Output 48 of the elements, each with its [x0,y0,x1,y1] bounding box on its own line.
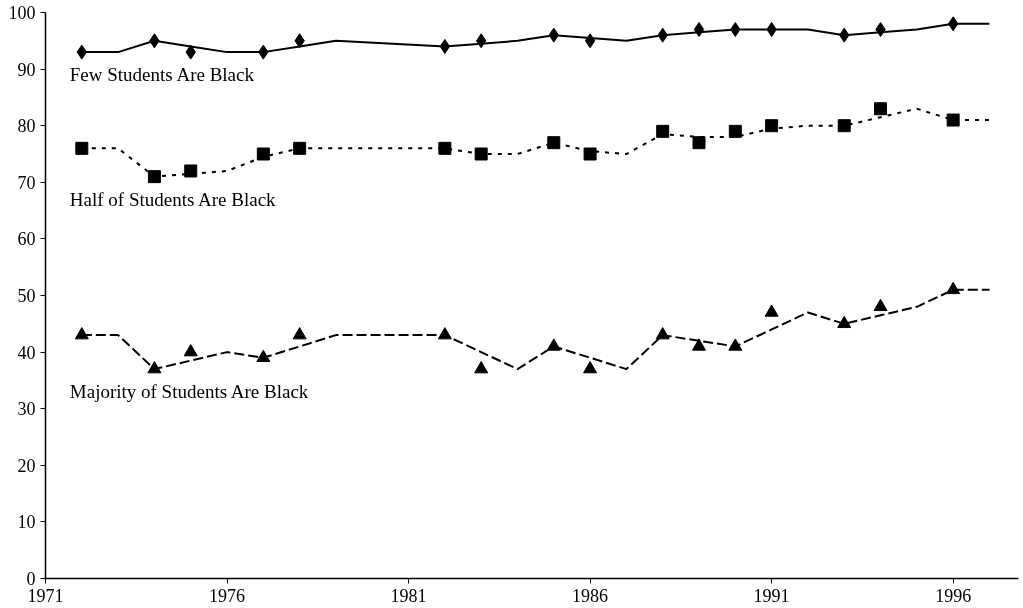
point [692,338,707,351]
point [474,147,488,161]
point [874,102,888,116]
point [583,147,597,161]
point [74,327,89,340]
point [183,344,198,357]
point [873,298,888,312]
y-tick-label: 50 [17,286,36,306]
point [75,141,89,155]
point [584,33,596,49]
point [765,119,779,133]
x-tick-label: 1976 [209,585,246,606]
point [946,113,960,127]
x-tick-label: 1981 [390,585,427,606]
series-label: Few Students Are Black [69,64,255,86]
point [656,124,670,138]
y-tick-label: 20 [17,455,36,476]
point [837,315,852,329]
y-tick-label: 80 [17,116,36,137]
point [438,141,452,155]
y-tick-label: 10 [17,512,36,533]
y-tick-label: 40 [17,342,36,363]
x-tick-label: 1991 [753,585,790,606]
point [547,136,561,150]
point [293,141,307,155]
point [692,136,706,150]
series-label: Majority of Students Are Black [69,381,309,403]
y-tick-label: 30 [17,399,36,420]
point [764,304,779,317]
point [147,170,161,184]
point [583,361,598,374]
y-tick-label: 90 [17,59,36,80]
x-tick-label: 1996 [935,585,972,606]
y-tick-label: 100 [8,3,36,23]
point [256,349,271,363]
y-tick-label: 60 [17,229,36,250]
point [256,147,270,161]
point [437,327,452,340]
x-tick-label: 1986 [572,585,609,606]
point [837,119,851,133]
point [693,21,705,37]
point [474,361,489,374]
series-label: Half of Students Are Black [69,188,277,210]
point [292,327,307,340]
y-tick-label: 70 [17,172,36,193]
point [184,164,198,178]
point [655,327,670,340]
point [728,124,742,138]
